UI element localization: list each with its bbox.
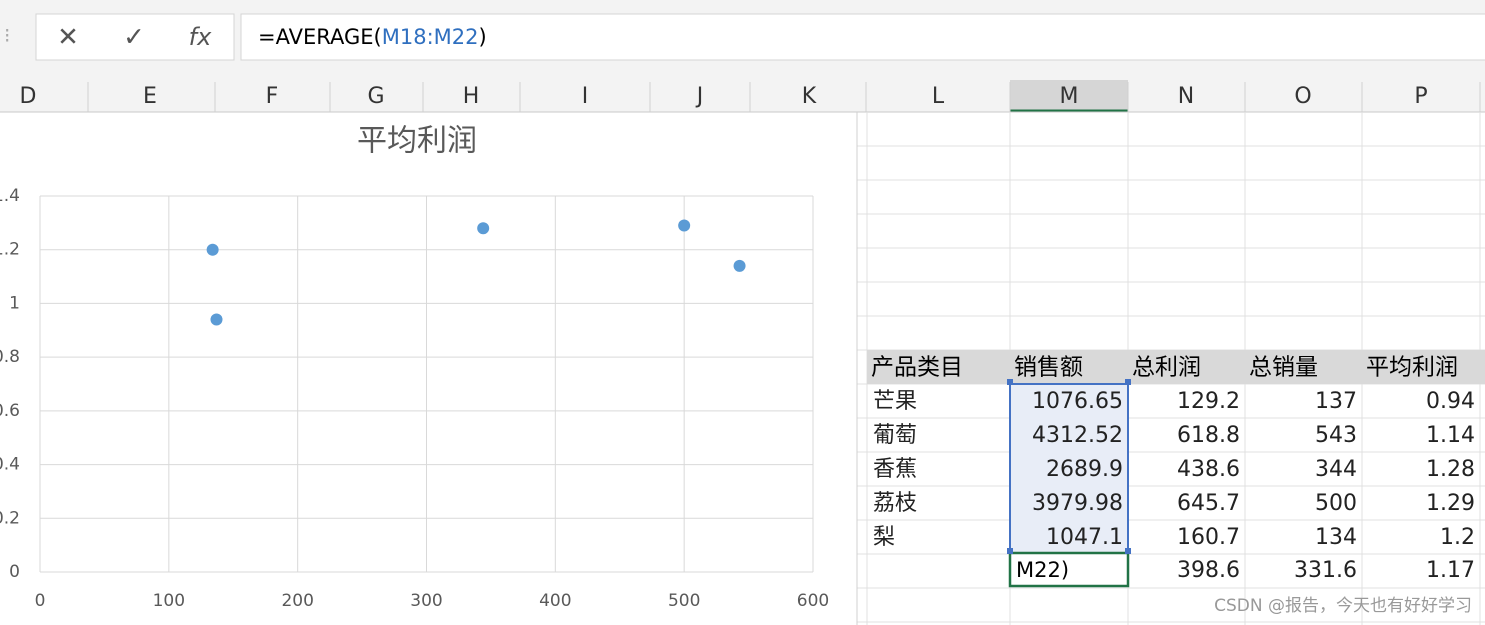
column-header-bg [0, 80, 1485, 112]
x-tick-label: 600 [797, 591, 829, 611]
column-header: G [367, 84, 384, 109]
y-tick-label: 0.8 [0, 347, 20, 367]
formula-input[interactable] [240, 13, 1485, 61]
scatter-point [210, 313, 223, 326]
watermark: CSDN @报告，今天也有好好学习 [1214, 596, 1472, 616]
selection-handle [1125, 548, 1131, 554]
row-label: 荔枝 [873, 491, 917, 516]
table-header-bg [867, 350, 1485, 384]
column-header: E [143, 84, 157, 109]
selection-handle [1125, 379, 1131, 385]
column-header: M [1060, 84, 1079, 109]
column-header: K [802, 84, 817, 109]
x-tick-label: 100 [153, 591, 185, 611]
row-label: 葡萄 [873, 423, 917, 448]
cell-value: 1.28 [1426, 457, 1475, 482]
cell-value: 1076.65 [1032, 389, 1123, 414]
cell-value: 4312.52 [1032, 423, 1123, 448]
x-tick-label: 200 [281, 591, 313, 611]
table-header-cell: 销售额 [1014, 355, 1083, 381]
row-label: 芒果 [873, 389, 917, 414]
column-header: H [463, 84, 480, 109]
y-tick-label: 1 [9, 293, 20, 313]
cell-value: 618.8 [1177, 423, 1240, 448]
y-tick-label: 0 [9, 562, 20, 582]
cell-value: 645.7 [1177, 491, 1240, 516]
y-tick-label: 0.6 [0, 401, 20, 421]
column-header: I [582, 84, 589, 109]
x-tick-label: 300 [410, 591, 442, 611]
total-value: 331.6 [1294, 558, 1357, 583]
chart-title: 平均利润 [357, 124, 477, 159]
formula-suffix: ) [479, 25, 487, 49]
x-tick-label: 500 [668, 591, 700, 611]
x-tick-label: 400 [539, 591, 571, 611]
y-tick-label: 0.2 [0, 508, 20, 528]
cell-value: 1047.1 [1046, 525, 1123, 550]
y-tick-label: 1.4 [0, 186, 20, 206]
cell-value: 134 [1315, 525, 1357, 550]
grip: ⁝ [4, 24, 10, 48]
column-header: N [1178, 84, 1194, 109]
column-header: O [1294, 84, 1311, 109]
cell-value: 3979.98 [1032, 491, 1123, 516]
row-label: 梨 [873, 525, 895, 550]
cell-value: 1.2 [1440, 525, 1475, 550]
function-button[interactable]: fx [189, 23, 212, 51]
enter-button[interactable]: ✓ [123, 23, 145, 53]
scatter-point [733, 259, 746, 272]
active-cell-text: M22) [1016, 558, 1069, 582]
cell-value: 1.14 [1426, 423, 1475, 448]
cell-value: 500 [1315, 491, 1357, 516]
cell-value: 0.94 [1426, 389, 1475, 414]
active-cell [1008, 551, 1130, 588]
y-tick-label: 1.2 [0, 240, 20, 260]
table-header-cell: 产品类目 [871, 355, 963, 381]
formula-buttons [35, 13, 235, 61]
table-header-cell: 总销量 [1249, 355, 1318, 381]
column-header: P [1414, 84, 1427, 109]
scatter-point [477, 222, 490, 235]
scatter-point [206, 243, 219, 256]
cell-value: 438.6 [1177, 457, 1240, 482]
cell-value: 160.7 [1177, 525, 1240, 550]
column-header: F [266, 84, 279, 109]
row-label: 香蕉 [873, 457, 917, 482]
cancel-button[interactable]: ✕ [57, 23, 79, 53]
table-header-cell: 总利润 [1132, 355, 1201, 381]
selection-handle [1007, 379, 1013, 385]
formula-prefix: =AVERAGE( [258, 25, 382, 49]
column-header: L [932, 84, 945, 109]
column-header: J [695, 84, 704, 109]
cell-value: 137 [1315, 389, 1357, 414]
y-tick-label: 0.4 [0, 455, 20, 475]
formula-ref: M18:M22 [382, 25, 479, 49]
cell-value: 2689.9 [1046, 457, 1123, 482]
active-column-header [1010, 80, 1128, 112]
selection-handle [1007, 548, 1013, 554]
cell-value: 1.29 [1426, 491, 1475, 516]
cell-value: 543 [1315, 423, 1357, 448]
scatter-point [678, 219, 691, 232]
x-tick-label: 0 [35, 591, 46, 611]
selection-range [1009, 383, 1129, 555]
cell-value: 344 [1315, 457, 1357, 482]
formula-text: =AVERAGE(M18:M22) [258, 25, 487, 49]
total-value: 398.6 [1177, 558, 1240, 583]
column-header: D [20, 84, 37, 109]
total-value: 1.17 [1426, 558, 1475, 583]
table-header-cell: 平均利润 [1366, 355, 1458, 381]
cell-value: 129.2 [1177, 389, 1240, 414]
